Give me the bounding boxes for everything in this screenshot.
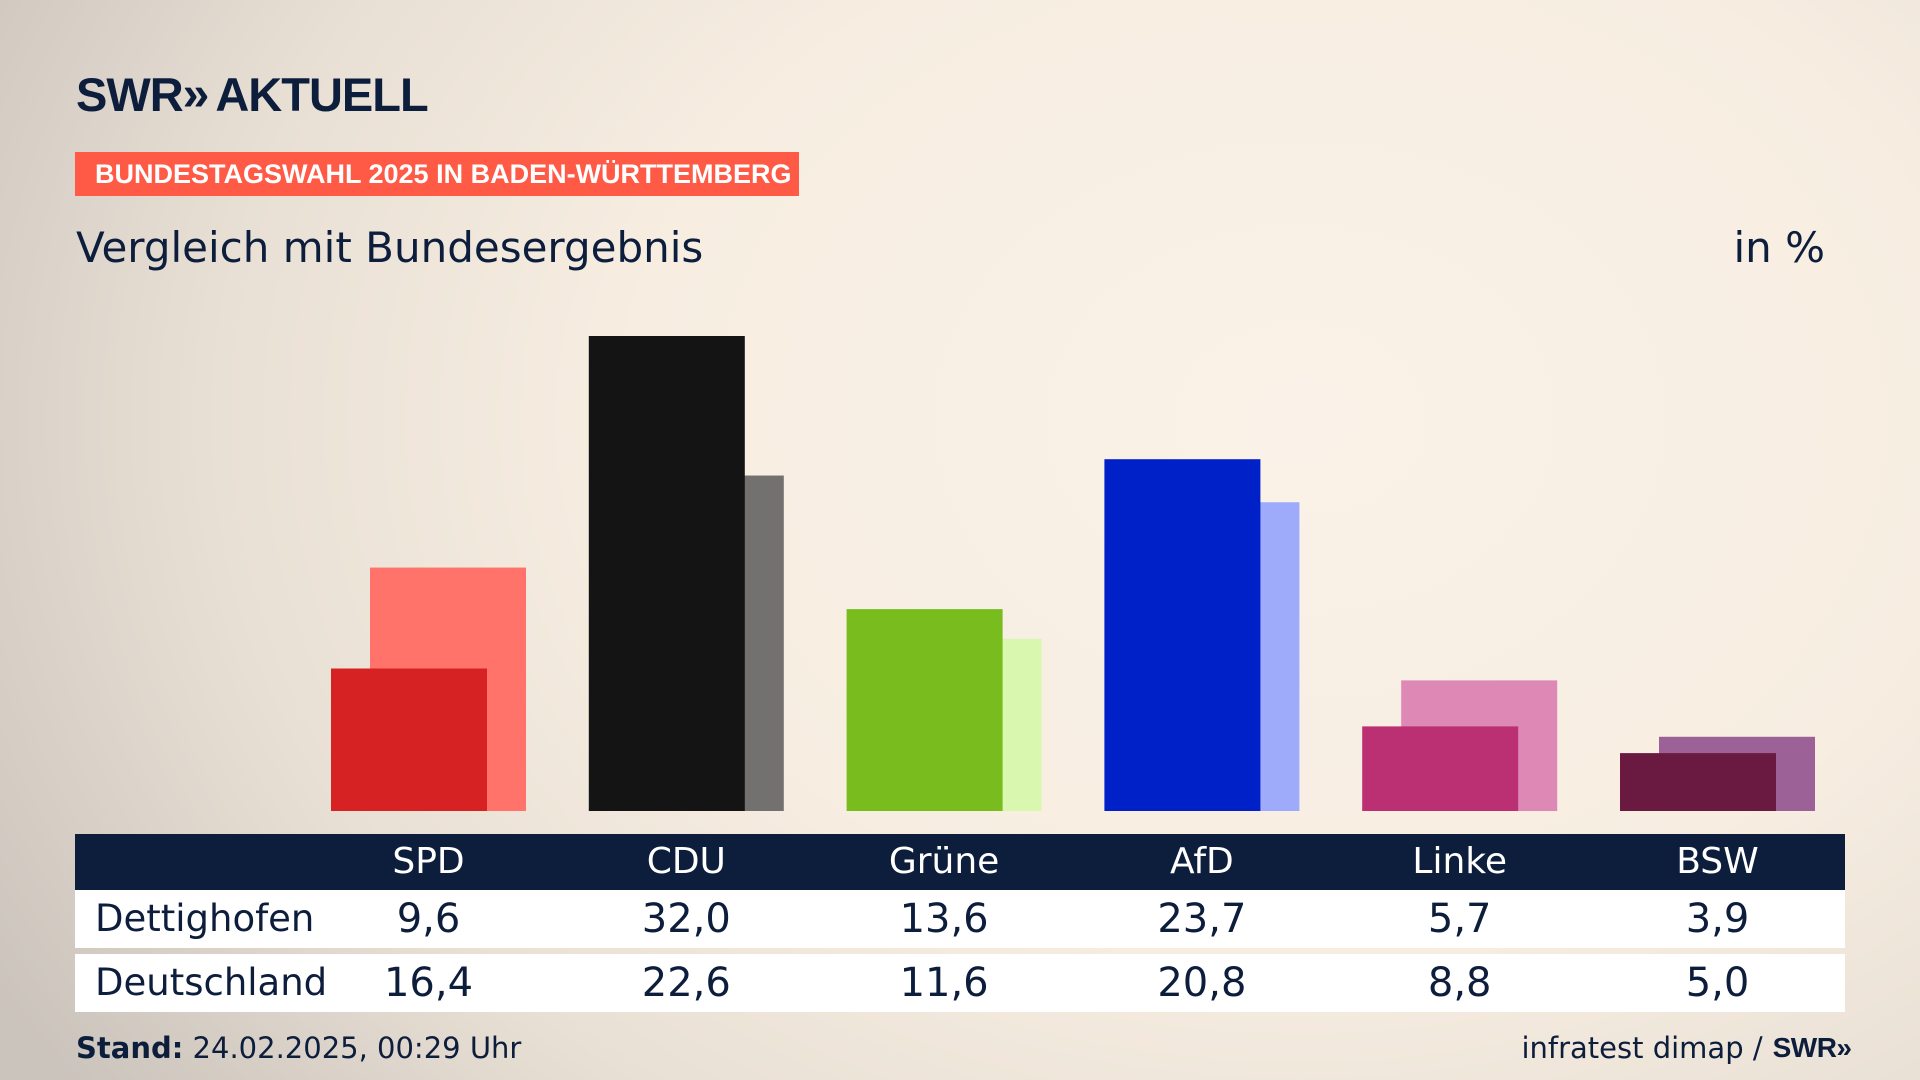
swr-aktuell-logo: SWR » AKTUELL bbox=[76, 68, 429, 121]
stand-value: 24.02.2025, 00:29 Uhr bbox=[192, 1031, 522, 1065]
column-header-afd: AfD bbox=[1170, 841, 1234, 882]
logo-text-aktuell: AKTUELL bbox=[215, 67, 428, 121]
value-cell-cdu: 22,6 bbox=[641, 960, 731, 1006]
column-header-gr-ne: Grüne bbox=[888, 841, 1000, 882]
source-credit: infratest dimap / SWR» bbox=[1521, 1030, 1852, 1066]
value-cell-gr-ne: 11,6 bbox=[899, 960, 989, 1006]
row-label: Deutschland bbox=[95, 961, 328, 1004]
row-label: Dettighofen bbox=[95, 897, 315, 940]
bar-dettighofen-spd bbox=[331, 668, 487, 811]
bar-chart bbox=[331, 336, 1815, 811]
table-header-row: SPD CDU Grüne AfD Linke BSW bbox=[75, 834, 1845, 890]
chart-subtitle: Vergleich mit Bundesergebnis bbox=[76, 223, 704, 272]
value-cell-cdu: 32,0 bbox=[641, 896, 731, 942]
value-cell-afd: 23,7 bbox=[1157, 896, 1247, 942]
value-cell-spd: 16,4 bbox=[383, 960, 474, 1006]
swr-mini-logo: SWR» bbox=[1772, 1030, 1852, 1066]
column-header-linke: Linke bbox=[1412, 841, 1507, 882]
mini-logo-text: SWR bbox=[1772, 1032, 1837, 1063]
logo-text-swr: SWR bbox=[76, 67, 184, 121]
column-header-bsw: BSW bbox=[1676, 841, 1759, 882]
bar-dettighofen-linke bbox=[1362, 726, 1519, 811]
stand-label: Stand: bbox=[76, 1031, 184, 1065]
column-header-cdu: CDU bbox=[646, 841, 726, 882]
value-cell-linke: 5,7 bbox=[1427, 896, 1492, 942]
election-badge: BUNDESTAGSWAHL 2025 IN BADEN-WÜRTTEMBERG bbox=[75, 152, 799, 196]
value-cell-spd: 9,6 bbox=[396, 896, 461, 942]
bar-dettighofen-bsw bbox=[1620, 753, 1776, 811]
bar-dettighofen-cdu bbox=[588, 336, 745, 811]
bar-dettighofen-afd bbox=[1104, 459, 1261, 811]
column-header-spd: SPD bbox=[392, 841, 465, 882]
value-cell-afd: 20,8 bbox=[1157, 960, 1247, 1006]
results-table: SPD CDU Grüne AfD Linke BSW Dettighofen 9,6 32… bbox=[75, 834, 1845, 1012]
unit-label: in % bbox=[1733, 223, 1825, 272]
source-text: infratest dimap / bbox=[1521, 1031, 1763, 1065]
double-chevron-icon: » bbox=[1836, 1032, 1851, 1063]
table-row-dettighofen: Dettighofen 9,6 32,0 13,6 23,7 5,7 3,9 bbox=[75, 890, 1845, 948]
timestamp: Stand: 24.02.2025, 00:29 Uhr bbox=[76, 1030, 521, 1066]
value-cell-bsw: 5,0 bbox=[1685, 960, 1750, 1006]
value-cell-linke: 8,8 bbox=[1427, 960, 1492, 1006]
bar-dettighofen-gr-ne bbox=[846, 609, 1003, 811]
table-row-deutschland: Deutschland 16,4 22,6 11,6 20,8 8,8 5,0 bbox=[75, 954, 1845, 1012]
value-cell-bsw: 3,9 bbox=[1685, 896, 1750, 942]
value-cell-gr-ne: 13,6 bbox=[899, 896, 989, 942]
